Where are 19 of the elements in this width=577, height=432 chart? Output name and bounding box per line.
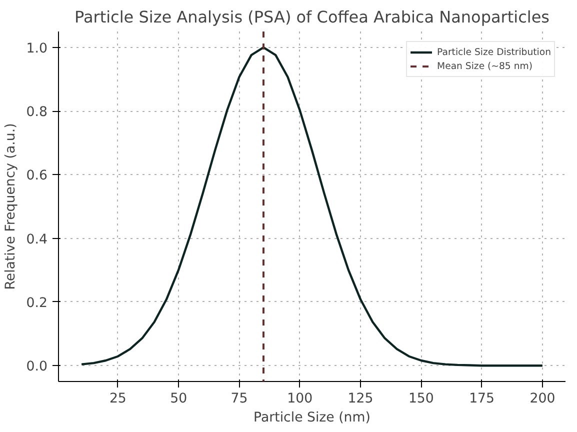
ref-line-label: Mean Size (~85 nm) [437, 60, 532, 73]
y-tick-label: 0.0 [26, 360, 48, 375]
y-tick-label: 0.4 [26, 232, 48, 248]
y-tick-label: 0.2 [26, 296, 48, 311]
x-tick-label: 175 [469, 392, 495, 406]
y-tick-label: 1.0 [26, 41, 48, 56]
legend-label: Particle Size Distribution [437, 46, 551, 59]
chart-title: Particle Size Analysis (PSA) of Coffea Arabica Nanoparticles [74, 8, 550, 26]
y-tick-label: 0.8 [26, 105, 48, 120]
x-tick-label: 75 [230, 392, 248, 406]
x-tick-label: 200 [530, 392, 556, 406]
y-axis-title: Relative Frequency (a.u.) [3, 123, 18, 290]
x-tick-label: 125 [348, 392, 374, 406]
x-tick-label: 150 [408, 392, 434, 406]
x-tick-label: 100 [287, 392, 313, 406]
x-tick-label: 25 [109, 392, 126, 406]
x-axis-title: Particle Size (nm) [254, 410, 370, 426]
y-tick-label: 0.6 [26, 168, 48, 184]
x-tick-label: 50 [170, 392, 188, 406]
